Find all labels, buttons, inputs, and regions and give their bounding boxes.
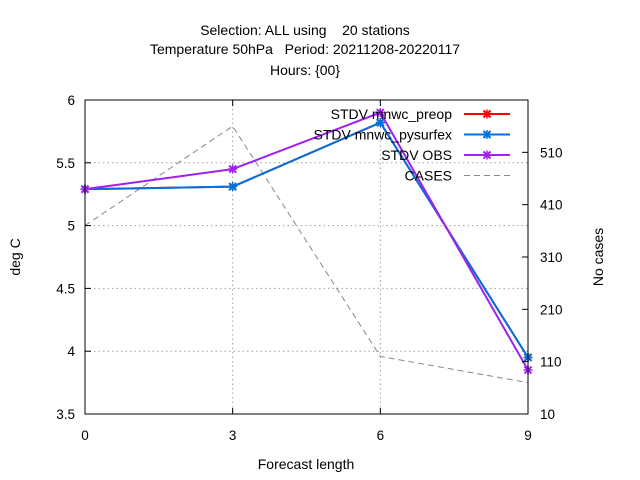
y2-tick-label: 510: [540, 145, 563, 160]
series-line-stdv-mnwc-preop: [84, 121, 529, 359]
legend-marker-stdv-obs: [482, 150, 492, 160]
x-tick-label: 9: [524, 428, 532, 443]
legend-marker-stdv-mnwc-preop: [482, 109, 492, 119]
data-point-stdv-obs: [228, 164, 238, 174]
legend-marker-stdv-mnwc-pysurfex: [482, 130, 492, 139]
y2-tick-label: 310: [540, 250, 563, 265]
series-layer: [80, 108, 533, 384]
x-axis-label: Forecast length: [258, 456, 355, 472]
plot-frame: [84, 99, 529, 415]
legend-label-stdv-mnwc-pysurfex: STDV mnwc_pysurfex: [314, 127, 452, 143]
legend-label-stdv-obs: STDV OBS: [381, 147, 452, 163]
y-tick-label: 3.5: [56, 407, 75, 422]
data-point-stdv-mnwc-pysurfex: [375, 118, 385, 128]
data-point-stdv-mnwc-pysurfex: [228, 182, 238, 192]
y-tick-label: 4.5: [56, 281, 75, 296]
x-tick-label: 0: [81, 428, 89, 443]
series-line-stdv-mnwc-pysurfex: [84, 121, 529, 359]
axis-ticks: 3.5 4 4.5 5 5.5 6 0 3 6 9 10 110 210 310 410 510: [56, 93, 562, 443]
y2-tick-label: 210: [540, 302, 563, 317]
y-tick-label: 5: [67, 219, 75, 234]
chart-title-line-2: Temperature 50hPa Period: 20211208-20220…: [150, 41, 460, 57]
series-line-cases: [84, 125, 529, 384]
y2-tick-label: 410: [540, 198, 563, 213]
x-tick-label: 3: [229, 428, 237, 443]
x-tick-label: 6: [377, 428, 385, 443]
series-line-stdv-obs: [84, 111, 529, 371]
y-tick-label: 5.5: [56, 156, 75, 171]
legend: STDV mnwc_preop STDV mnwc_pysurfex STDV OB…: [314, 106, 510, 184]
y-tick-label: 4: [67, 344, 75, 359]
legend-label-cases: CASES: [405, 168, 452, 184]
y-tick-label: 6: [67, 93, 75, 108]
data-point-stdv-obs: [375, 108, 385, 118]
grid-lines: [85, 100, 528, 414]
chart-title-line-3: Hours: {00}: [270, 62, 340, 78]
y-axis-label: deg C: [7, 238, 23, 275]
y2-axis-label: No cases: [590, 228, 606, 286]
chart-title-line-1: Selection: ALL using 20 stations: [200, 22, 410, 38]
legend-label-stdv-mnwc-preop: STDV mnwc_preop: [331, 106, 453, 122]
y2-tick-label: 10: [540, 407, 555, 422]
y2-tick-label: 110: [540, 355, 562, 370]
